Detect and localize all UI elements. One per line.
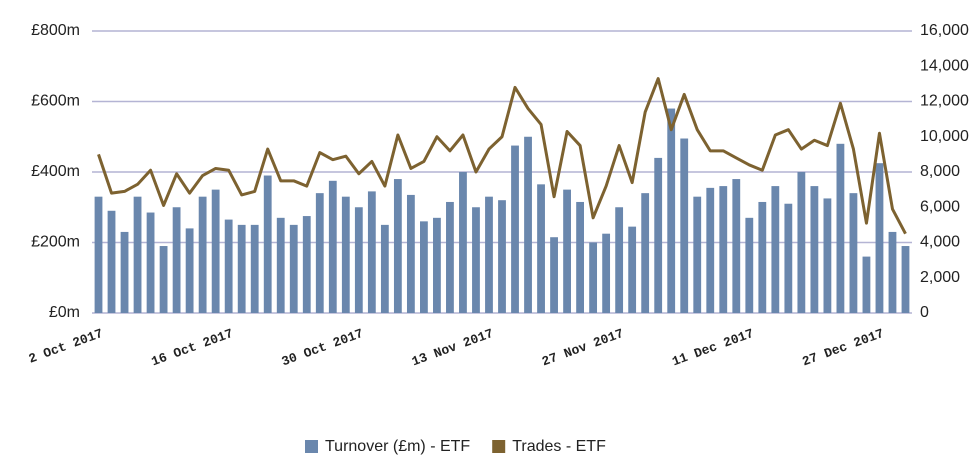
bar: [224, 219, 233, 313]
bar: [120, 231, 129, 313]
y2-tick-label: 8,000: [920, 163, 960, 180]
bar: [641, 193, 650, 313]
y-tick-label: £200m: [31, 234, 80, 251]
bar: [420, 221, 428, 313]
bar: [341, 196, 350, 313]
bar: [289, 224, 298, 313]
bar: [172, 207, 181, 313]
bar: [849, 193, 858, 313]
bar: [511, 145, 519, 313]
bar: [198, 196, 207, 313]
bar: [615, 207, 624, 313]
bar: [94, 196, 103, 313]
bar: [328, 180, 337, 313]
x-tick-label: 2 Oct 2017: [27, 326, 105, 367]
y-tick-label: £600m: [31, 93, 80, 110]
y-tick-label: £400m: [31, 163, 80, 180]
bar: [250, 224, 259, 313]
bar: [680, 138, 689, 313]
bar: [719, 186, 728, 313]
bar: [159, 246, 168, 313]
bar: [459, 172, 467, 313]
bar: [446, 201, 454, 313]
x-tick-label: 27 Nov 2017: [540, 326, 626, 369]
y2-tick-label: 12,000: [920, 93, 969, 110]
y2-tick-label: 2,000: [920, 269, 960, 286]
y2-tick-label: 0: [920, 304, 929, 321]
bar: [537, 184, 545, 313]
bar: [315, 193, 324, 313]
y2-tick-label: 10,000: [920, 128, 969, 145]
x-tick-label: 13 Nov 2017: [410, 326, 496, 369]
bar: [732, 179, 741, 313]
bar: [237, 224, 246, 313]
bar: [146, 212, 155, 313]
x-tick-label: 11 Dec 2017: [670, 326, 756, 369]
bar: [550, 237, 558, 313]
bar: [498, 200, 506, 313]
bar: [654, 157, 663, 313]
bar: [276, 217, 285, 313]
legend-swatch: [492, 440, 506, 453]
bar: [354, 207, 363, 313]
bar: [888, 231, 897, 313]
bar: [302, 216, 311, 313]
bar: [875, 163, 884, 313]
bar: [107, 210, 116, 313]
bar: [706, 187, 715, 313]
y2-tick-label: 4,000: [920, 234, 960, 251]
bar: [784, 203, 793, 313]
bar: [393, 179, 402, 313]
legend-label: Turnover (£m) - ETF: [325, 438, 470, 455]
bar: [367, 191, 376, 313]
x-tick-label: 27 Dec 2017: [800, 326, 886, 369]
bar: [745, 217, 754, 313]
bar: [524, 136, 532, 313]
bar: [563, 189, 571, 313]
bar: [185, 228, 194, 313]
legend-swatch: [305, 440, 318, 453]
bar: [693, 196, 702, 313]
legend-label: Trades - ETF: [512, 438, 606, 455]
bar: [576, 201, 584, 313]
bar: [797, 172, 806, 313]
bar: [433, 217, 441, 313]
y2-tick-label: 6,000: [920, 198, 960, 215]
y-tick-label: £800m: [31, 22, 80, 39]
bar: [771, 186, 780, 313]
bar: [758, 201, 767, 313]
bar: [589, 242, 598, 313]
x-tick-label: 16 Oct 2017: [149, 326, 235, 369]
bar: [667, 108, 676, 313]
bar: [836, 143, 845, 313]
line: [97, 77, 907, 235]
bar: [263, 175, 272, 313]
y2-tick-label: 14,000: [920, 57, 969, 74]
bar: [823, 198, 832, 313]
legend: Turnover (£m) - ETF Trades - ETF: [305, 438, 606, 455]
y2-tick-label: 16,000: [920, 22, 969, 39]
bar: [472, 207, 480, 313]
bar: [133, 196, 142, 313]
bar: [211, 189, 220, 313]
bar: [862, 256, 871, 313]
bar: [602, 233, 611, 313]
bar: [380, 224, 389, 313]
bar: [406, 194, 415, 313]
bar: [810, 186, 819, 313]
y-tick-label: £0m: [49, 304, 80, 321]
bar: [628, 226, 637, 313]
bar: [485, 196, 493, 313]
bar: [901, 246, 910, 313]
x-tick-label: 30 Oct 2017: [280, 326, 366, 369]
